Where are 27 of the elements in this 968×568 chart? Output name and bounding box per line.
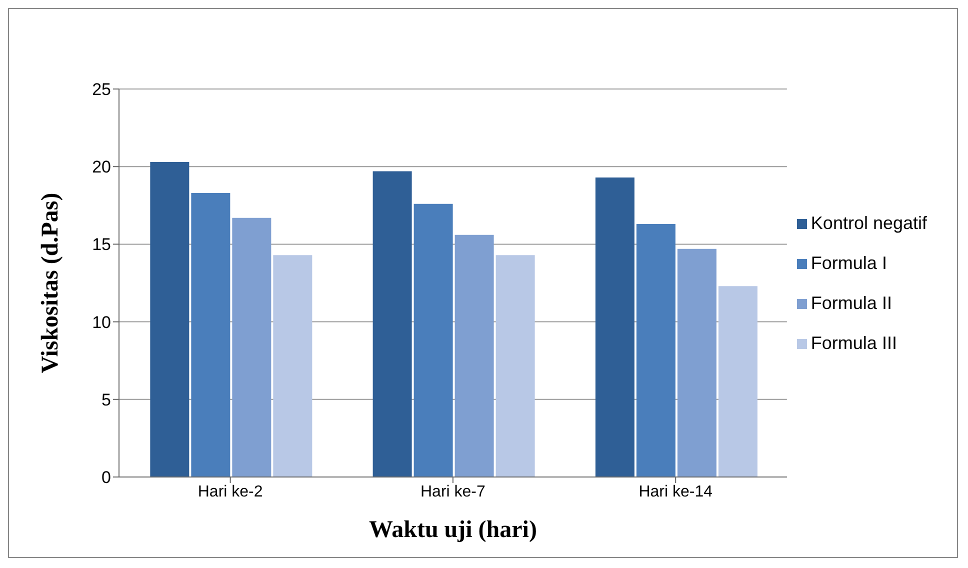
y-tick-label: 20 [92,158,111,177]
legend-label: Formula I [810,253,887,273]
y-axis-title: Viskositas (d.Pas) [38,192,64,374]
bar [191,192,230,477]
bar [414,204,453,477]
bar [232,218,272,477]
y-tick-label: 0 [102,468,111,488]
x-axis-title: Waktu uji (hari) [368,517,537,543]
bar [718,286,758,477]
bar [677,248,716,477]
x-tick-label: Hari ke-14 [638,483,713,500]
legend-label: Formula II [810,293,892,313]
bar [273,255,312,477]
bar [454,234,494,477]
y-tick-label: 10 [92,312,111,332]
x-tick-label: Hari ke-7 [420,483,486,500]
y-tick-label: 15 [92,235,111,254]
x-tick-label: Hari ke-2 [198,483,263,500]
legend-label: Formula III [810,333,897,353]
y-tick-label: 5 [102,390,111,410]
bar [595,177,634,477]
y-tick-label: 25 [92,80,111,100]
bar [150,162,190,477]
legend-label: Kontrol negatif [810,213,927,233]
bar [636,224,676,477]
bar [496,255,535,477]
bar [372,171,412,477]
